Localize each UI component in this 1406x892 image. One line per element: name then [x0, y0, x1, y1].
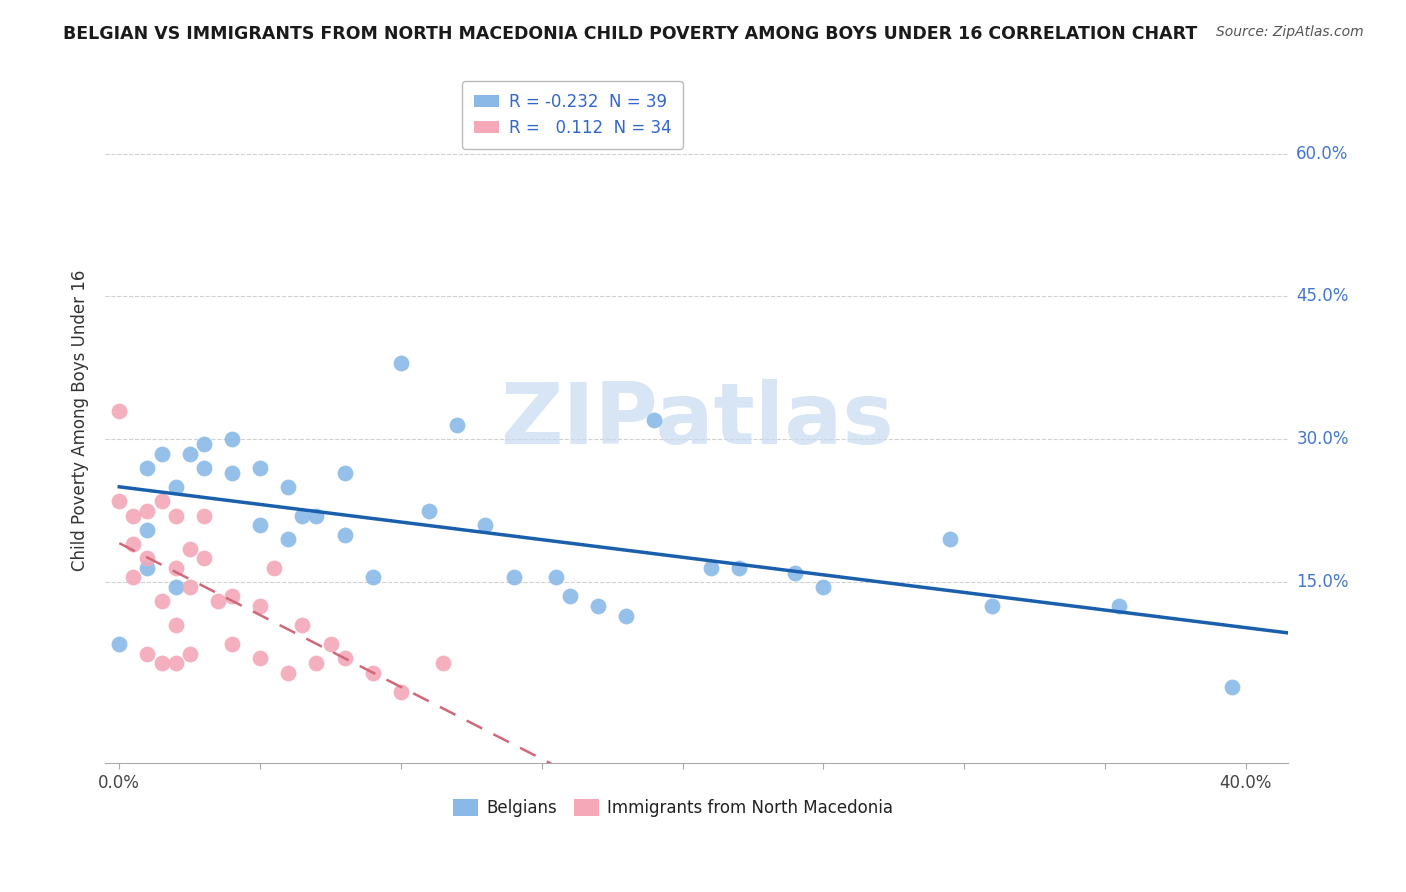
Point [586, 599, 609, 613]
Point [136, 647, 159, 661]
Point [1108, 599, 1130, 613]
Point [502, 570, 524, 584]
Point [643, 413, 665, 427]
Point [179, 447, 201, 461]
Text: 15.0%: 15.0% [1296, 574, 1348, 591]
Point [179, 580, 201, 594]
Point [249, 461, 271, 475]
Point [544, 570, 567, 584]
Point [193, 508, 215, 523]
Point [785, 566, 807, 580]
Point [221, 590, 243, 604]
Point [263, 561, 285, 575]
Point [305, 508, 328, 523]
Point [361, 570, 384, 584]
Point [150, 594, 173, 608]
Point [291, 618, 314, 632]
Point [221, 433, 243, 447]
Point [179, 647, 201, 661]
Point [1220, 680, 1243, 694]
Point [249, 599, 271, 613]
Point [221, 466, 243, 480]
Point [305, 656, 328, 670]
Point [207, 594, 229, 608]
Point [193, 461, 215, 475]
Point [165, 508, 187, 523]
Text: ZIPatlas: ZIPatlas [499, 379, 893, 462]
Point [277, 480, 299, 494]
Point [122, 508, 145, 523]
Point [333, 466, 356, 480]
Point [150, 494, 173, 508]
Point [699, 561, 721, 575]
Point [108, 637, 131, 651]
Point [333, 527, 356, 541]
Point [939, 533, 962, 547]
Point [277, 533, 299, 547]
Text: Source: ZipAtlas.com: Source: ZipAtlas.com [1216, 25, 1364, 39]
Point [122, 570, 145, 584]
Point [446, 418, 468, 433]
Point [150, 447, 173, 461]
Point [291, 508, 314, 523]
Y-axis label: Child Poverty Among Boys Under 16: Child Poverty Among Boys Under 16 [72, 269, 89, 571]
Point [361, 665, 384, 680]
Point [122, 537, 145, 551]
Point [981, 599, 1004, 613]
Point [277, 665, 299, 680]
Point [108, 494, 131, 508]
Point [165, 580, 187, 594]
Point [136, 523, 159, 537]
Point [558, 590, 581, 604]
Point [249, 651, 271, 665]
Point [389, 356, 412, 370]
Point [179, 541, 201, 556]
Legend: Belgians, Immigrants from North Macedonia: Belgians, Immigrants from North Macedoni… [446, 792, 900, 823]
Point [474, 518, 496, 533]
Text: 60.0%: 60.0% [1296, 145, 1348, 162]
Text: 45.0%: 45.0% [1296, 287, 1348, 305]
Point [165, 618, 187, 632]
Point [727, 561, 749, 575]
Point [319, 637, 342, 651]
Point [165, 480, 187, 494]
Point [193, 437, 215, 451]
Text: BELGIAN VS IMMIGRANTS FROM NORTH MACEDONIA CHILD POVERTY AMONG BOYS UNDER 16 COR: BELGIAN VS IMMIGRANTS FROM NORTH MACEDON… [63, 25, 1198, 43]
Point [165, 561, 187, 575]
Point [389, 684, 412, 698]
Point [418, 504, 440, 518]
Point [150, 656, 173, 670]
Point [108, 403, 131, 417]
Point [136, 461, 159, 475]
Point [136, 504, 159, 518]
Point [193, 551, 215, 566]
Point [165, 656, 187, 670]
Point [136, 561, 159, 575]
Point [614, 608, 637, 623]
Point [136, 551, 159, 566]
Point [432, 656, 454, 670]
Point [813, 580, 835, 594]
Point [221, 637, 243, 651]
Point [249, 518, 271, 533]
Point [333, 651, 356, 665]
Text: 30.0%: 30.0% [1296, 430, 1348, 449]
